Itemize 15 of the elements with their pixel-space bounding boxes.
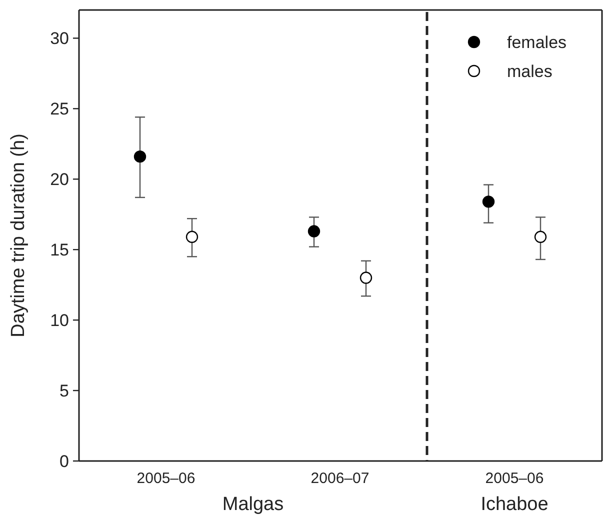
y-tick-label: 5 (60, 381, 69, 400)
y-tick-label: 30 (50, 29, 69, 48)
x-tick-label: 2005–06 (136, 470, 196, 487)
y-tick-label: 20 (50, 170, 69, 190)
x-axis-title: Ichaboe (480, 494, 548, 515)
x-tick-label: 2006–07 (310, 470, 370, 487)
y-tick-label: 10 (50, 311, 69, 330)
x-tick-label: 2005–06 (485, 470, 544, 487)
y-tick-label: 0 (60, 452, 69, 471)
legend-label: males (507, 62, 552, 81)
x-axis-title: Malgas (222, 494, 284, 515)
y-tick-label: 15 (50, 240, 69, 260)
y-axis-title: Daytime trip duration (h) (8, 134, 29, 338)
legend-label: females (507, 32, 567, 52)
y-tick-label: 25 (50, 100, 69, 119)
